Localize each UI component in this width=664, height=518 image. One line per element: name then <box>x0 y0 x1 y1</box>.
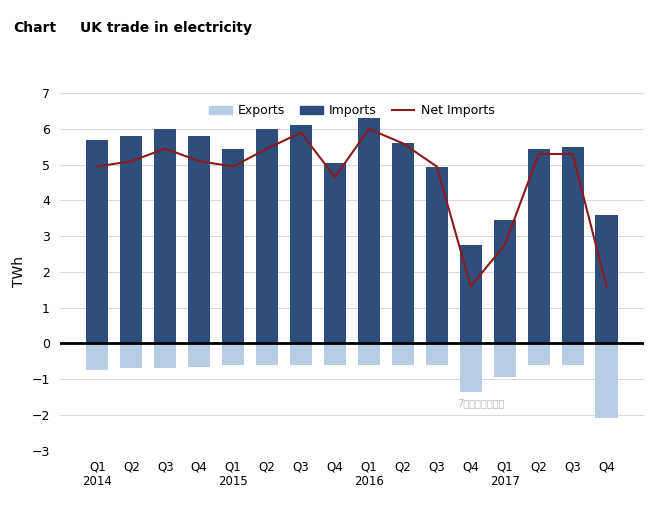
Bar <box>86 140 108 343</box>
Bar <box>459 343 482 392</box>
Bar <box>358 343 380 365</box>
Bar <box>596 215 618 343</box>
Bar <box>426 166 448 343</box>
Bar <box>459 245 482 343</box>
Bar <box>392 343 414 365</box>
Bar <box>86 343 108 370</box>
Bar <box>154 343 176 368</box>
Bar <box>324 343 346 365</box>
Text: 7国际能源小数据: 7国际能源小数据 <box>457 398 505 408</box>
Bar <box>562 147 584 343</box>
Bar <box>493 343 516 378</box>
Bar <box>493 220 516 343</box>
Bar <box>392 143 414 343</box>
Bar <box>596 343 618 419</box>
Bar <box>562 343 584 365</box>
Bar <box>188 343 210 367</box>
Bar <box>222 149 244 343</box>
Bar <box>290 343 312 365</box>
Text: UK trade in electricity: UK trade in electricity <box>80 21 252 35</box>
Y-axis label: TWh: TWh <box>12 256 26 287</box>
Text: Chart: Chart <box>13 21 56 35</box>
Bar <box>324 163 346 343</box>
Bar <box>222 343 244 365</box>
Bar <box>120 343 142 368</box>
Legend: Exports, Imports, Net Imports: Exports, Imports, Net Imports <box>205 99 499 122</box>
Bar <box>528 343 550 365</box>
Bar <box>120 136 142 343</box>
Bar <box>256 343 278 365</box>
Bar <box>426 343 448 365</box>
Bar <box>256 129 278 343</box>
Bar <box>188 136 210 343</box>
Bar <box>358 118 380 343</box>
Bar <box>154 129 176 343</box>
Bar <box>528 149 550 343</box>
Bar <box>290 125 312 343</box>
